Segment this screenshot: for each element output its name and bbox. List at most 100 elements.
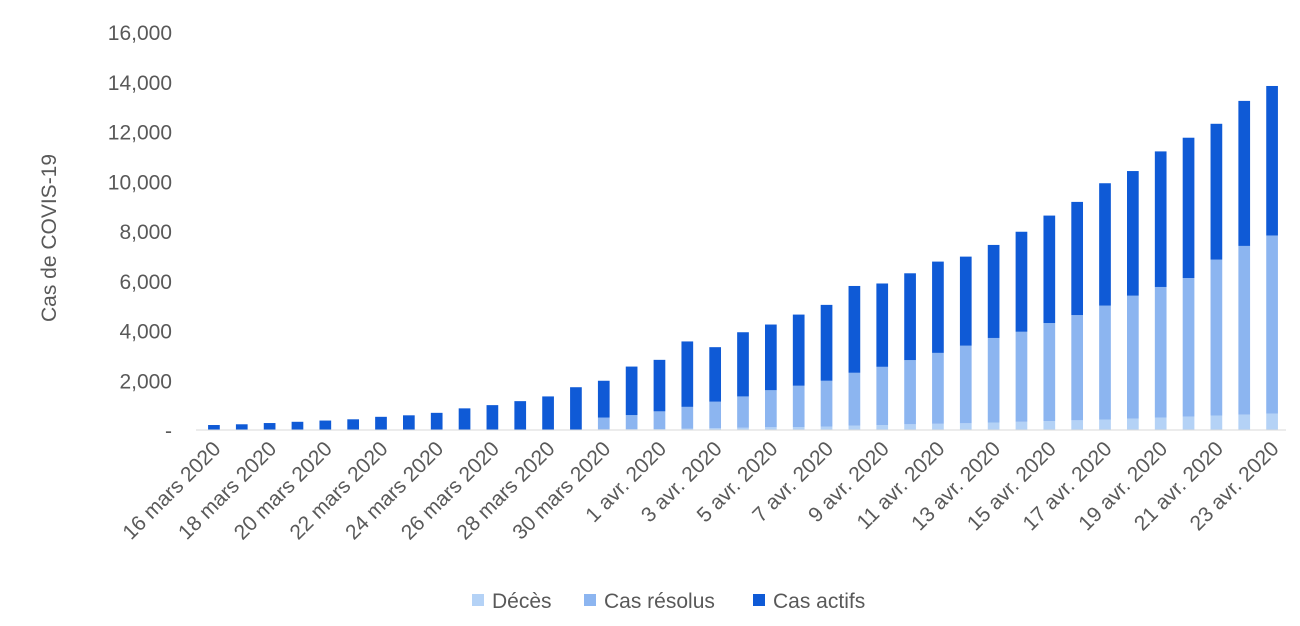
x-tick-label: 24 mars 2020 (341, 437, 448, 544)
bar-segment (1071, 201, 1084, 316)
y-axis-title: Cas de COVIS-19 (38, 154, 61, 322)
y-tick-label: 14,000 (108, 72, 172, 95)
bar-segment (681, 341, 694, 407)
bar-segment (1015, 421, 1028, 430)
bar-segment (208, 425, 220, 430)
legend-label: Cas résolus (604, 590, 715, 613)
bar-segment (765, 390, 777, 428)
bar-segment (1015, 231, 1028, 332)
bar-segment (542, 396, 554, 430)
bar-segment (1238, 245, 1251, 415)
y-tick-label: - (165, 420, 172, 443)
y-tick-label: 6,000 (119, 271, 172, 294)
y-tick-label: 12,000 (108, 122, 172, 145)
bar-segment (765, 427, 777, 430)
bars (208, 85, 1278, 431)
legend: Décès Cas résolus Cas actifs (472, 590, 865, 613)
bar-segment (681, 406, 694, 429)
x-tick-label: 22 mars 2020 (285, 437, 392, 544)
bar-segment (1154, 417, 1167, 430)
bar-segment (876, 283, 889, 367)
bar-segment (1071, 420, 1084, 430)
bar-segment (1043, 215, 1056, 324)
legend-label: Décès (492, 590, 552, 613)
legend-swatch (472, 594, 484, 606)
bar-segment (932, 423, 944, 430)
bar-segment (625, 415, 638, 430)
bar-segment (1266, 413, 1278, 430)
bar-segment (653, 411, 666, 429)
bar-segment (987, 337, 1000, 423)
bar-segment (430, 412, 443, 430)
bar-segment (1099, 419, 1111, 430)
y-tick-label: 16,000 (108, 22, 172, 45)
bar-segment (932, 261, 944, 353)
bar-segment (625, 366, 638, 416)
bar-segment (987, 422, 1000, 430)
bar-segment (263, 423, 276, 430)
bar-segment (1210, 123, 1223, 260)
x-tick-label: 28 mars 2020 (453, 437, 560, 544)
bar-segment (820, 426, 833, 430)
bar-segment (904, 273, 916, 361)
bar-segment (765, 324, 777, 391)
bar-segment (1182, 278, 1195, 417)
bar-segment (792, 427, 805, 430)
bar-segment (1127, 295, 1139, 419)
bar-segment (737, 332, 749, 397)
bar-segment (987, 244, 1000, 338)
bar-segment (848, 425, 861, 430)
bar-segment (1210, 415, 1223, 430)
bar-segment (820, 380, 833, 427)
legend-swatch (753, 594, 765, 606)
y-tick-label: 2,000 (119, 370, 172, 393)
bar-segment (597, 380, 610, 418)
bar-segment (848, 285, 861, 373)
bar-segment (653, 359, 666, 412)
bar-segment (597, 417, 610, 430)
bar-segment (1015, 331, 1028, 422)
bar-segment (904, 424, 916, 430)
bar-segment (932, 352, 944, 424)
bar-segment (347, 419, 360, 430)
bar-segment (235, 424, 248, 430)
bar-segment (291, 421, 304, 430)
y-tick-label: 8,000 (119, 221, 172, 244)
x-tick-label: 30 mars 2020 (508, 437, 615, 544)
bar-segment (1127, 171, 1139, 296)
y-axis-ticks: - 2,000 4,000 6,000 8,000 10,000 12,000 14,000 1… (108, 22, 172, 443)
bar-segment (1238, 100, 1251, 246)
bar-segment (1099, 305, 1111, 420)
bar-segment (458, 408, 471, 430)
bar-segment (709, 401, 722, 429)
bar-segment (1238, 414, 1251, 430)
bar-segment (1266, 235, 1278, 414)
x-tick-label: 26 mars 2020 (397, 437, 504, 544)
bar-segment (737, 396, 749, 428)
bar-segment (1071, 315, 1084, 421)
y-tick-label: 4,000 (119, 321, 172, 344)
bar-segment (876, 425, 889, 430)
x-tick-label: 18 mars 2020 (174, 437, 281, 544)
bar-segment (848, 372, 861, 426)
bar-segment (1043, 421, 1056, 430)
bar-segment (792, 385, 805, 428)
bar-segment (375, 416, 387, 430)
x-tick-label: 16 mars 2020 (118, 437, 225, 544)
bar-segment (959, 345, 972, 424)
bar-segment (570, 387, 582, 430)
bar-segment (792, 314, 805, 386)
bar-segment (709, 347, 722, 402)
legend-label: Cas actifs (773, 590, 865, 613)
bar-segment (1127, 418, 1139, 430)
y-tick-label: 10,000 (108, 171, 172, 194)
bar-segment (1182, 416, 1195, 430)
bar-segment (319, 420, 332, 430)
bar-segment (876, 366, 889, 426)
bar-segment (1210, 259, 1223, 416)
bar-segment (959, 423, 972, 430)
bar-segment (1043, 323, 1056, 422)
bar-segment (1154, 286, 1167, 418)
